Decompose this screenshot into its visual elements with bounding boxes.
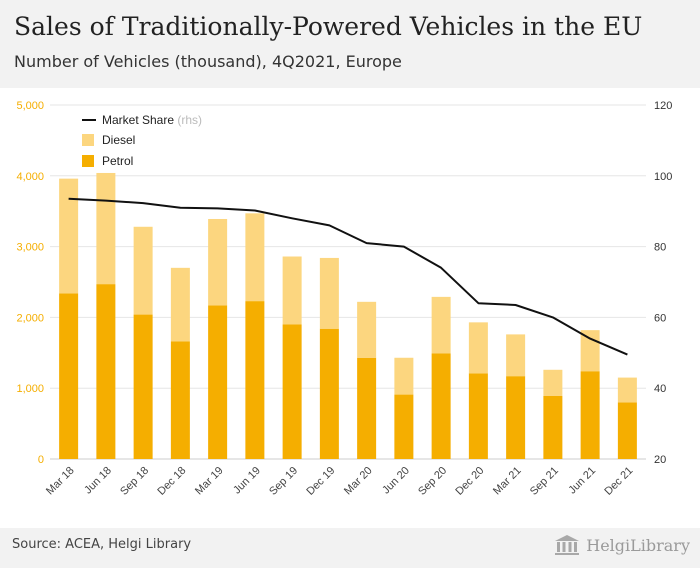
bar-petrol-10 — [431, 353, 451, 459]
bar-diesel-13 — [543, 369, 563, 396]
left-tick-label-0: 0 — [38, 454, 44, 466]
bar-petrol-3 — [170, 341, 190, 459]
bar-diesel-0 — [59, 178, 79, 294]
bar-diesel-2 — [133, 226, 153, 315]
library-building-icon — [555, 535, 580, 555]
right-tick-label-0: 20 — [654, 454, 666, 466]
bars-group — [59, 172, 637, 459]
market-share-line — [68, 197, 628, 356]
bar-diesel-4 — [208, 218, 228, 306]
bar-diesel-10 — [431, 296, 451, 354]
bar-petrol-13 — [543, 395, 563, 459]
left-tick-label-1: 1,000 — [16, 383, 44, 395]
bar-diesel-3 — [170, 267, 190, 342]
right-axis-ticks: 20 40 60 80 100 120 — [654, 100, 672, 466]
left-axis-ticks: 0 1,000 2,000 3,000 4,000 5,000 — [16, 100, 44, 466]
legend-diesel-swatch — [82, 134, 94, 146]
legend-market-share-label: Market Share (rhs) — [102, 113, 202, 127]
market-share-line-group — [68, 197, 628, 356]
legend-rhs-note: (rhs) — [177, 113, 202, 127]
bar-diesel-14 — [580, 330, 600, 372]
right-tick-label-5: 120 — [654, 100, 672, 112]
chart-area: 0 1,000 2,000 3,000 4,000 5,000 20 40 60 80 100 12… — [0, 88, 700, 528]
chart-title: Sales of Traditionally-Powered Vehicles … — [14, 12, 643, 41]
legend-petrol-swatch — [82, 155, 94, 167]
bar-diesel-6 — [282, 256, 302, 325]
bar-petrol-0 — [59, 293, 79, 459]
bar-petrol-5 — [245, 301, 265, 459]
bar-petrol-15 — [617, 402, 637, 459]
legend-petrol-label: Petrol — [102, 154, 133, 168]
bar-diesel-8 — [357, 301, 377, 358]
bar-diesel-1 — [96, 172, 116, 285]
bar-petrol-6 — [282, 324, 302, 459]
left-tick-label-2: 2,000 — [16, 312, 44, 324]
bar-petrol-2 — [133, 314, 153, 459]
right-tick-label-3: 80 — [654, 242, 666, 254]
bar-diesel-9 — [394, 357, 414, 395]
bar-petrol-14 — [580, 371, 600, 459]
brand-name: HelgiLibrary — [586, 535, 690, 555]
chart-footer: Source: ACEA, Helgi Library HelgiLibrary — [0, 528, 700, 568]
bar-diesel-5 — [245, 213, 265, 302]
bar-petrol-4 — [208, 305, 228, 459]
chart-subtitle: Number of Vehicles (thousand), 4Q2021, E… — [14, 52, 402, 71]
bar-petrol-8 — [357, 357, 377, 459]
left-tick-label-5: 5,000 — [16, 100, 44, 112]
chart-header: Sales of Traditionally-Powered Vehicles … — [0, 0, 700, 88]
chart-svg: 0 1,000 2,000 3,000 4,000 5,000 20 40 60 80 100 12… — [0, 88, 700, 528]
bar-diesel-7 — [319, 257, 339, 329]
bar-diesel-11 — [468, 322, 488, 374]
right-tick-label-4: 100 — [654, 171, 672, 183]
legend: Market Share (rhs) Diesel Petrol — [82, 113, 202, 168]
source-note: Source: ACEA, Helgi Library — [12, 537, 192, 552]
bar-petrol-12 — [506, 376, 526, 459]
bar-petrol-7 — [319, 328, 339, 459]
right-tick-label-2: 60 — [654, 312, 666, 324]
right-tick-label-1: 40 — [654, 383, 666, 395]
bar-petrol-11 — [468, 373, 488, 459]
bar-petrol-1 — [96, 284, 116, 459]
brand-logo: HelgiLibrary — [554, 534, 690, 556]
left-tick-label-4: 4,000 — [16, 171, 44, 183]
legend-diesel-label: Diesel — [102, 133, 135, 147]
bar-diesel-15 — [617, 377, 637, 403]
bar-petrol-9 — [394, 394, 414, 459]
bar-diesel-12 — [506, 334, 526, 377]
left-tick-label-3: 3,000 — [16, 242, 44, 254]
